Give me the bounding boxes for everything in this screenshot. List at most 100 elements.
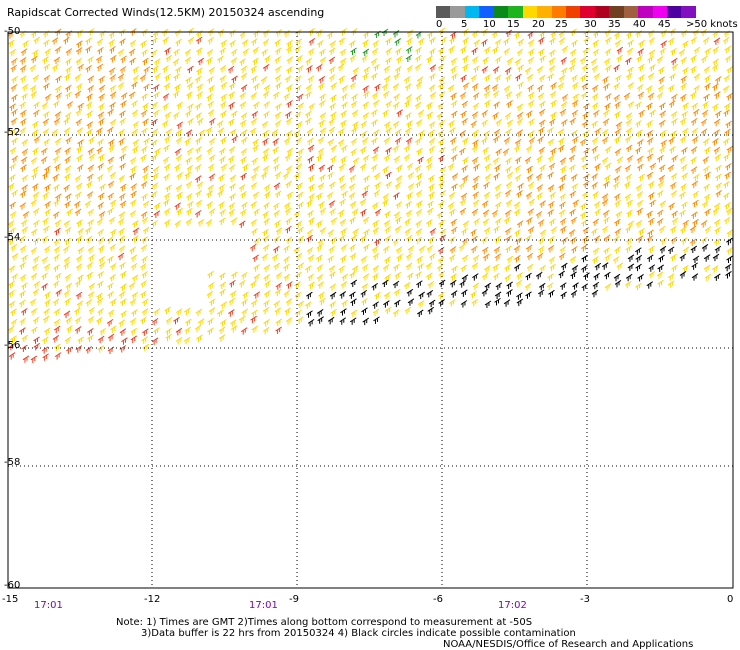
wind-barb xyxy=(383,137,391,145)
wind-barb xyxy=(130,327,138,336)
wind-barb xyxy=(239,220,246,228)
wind-barb xyxy=(627,82,635,90)
wind-barb xyxy=(296,182,303,190)
wind-barb xyxy=(119,193,126,201)
wind-barb xyxy=(339,57,347,66)
wind-barb xyxy=(493,172,500,181)
wind-barb xyxy=(527,84,534,92)
wind-barb xyxy=(297,201,304,210)
wind-barb xyxy=(307,210,314,218)
wind-barb xyxy=(539,229,547,237)
wind-barb xyxy=(484,46,491,55)
wind-barb xyxy=(132,227,140,235)
wind-barb xyxy=(240,327,248,335)
wind-barb xyxy=(63,256,71,264)
lat-label-52: -52 xyxy=(4,127,21,138)
wind-barb xyxy=(305,110,312,119)
wind-barb xyxy=(330,308,337,317)
wind-barb xyxy=(682,66,689,75)
wind-barb xyxy=(506,100,513,108)
wind-barb xyxy=(285,225,292,234)
wind-barb xyxy=(614,148,622,156)
wind-barb xyxy=(30,55,38,64)
wind-barb xyxy=(558,209,566,217)
wind-barb xyxy=(328,126,336,135)
wind-barb xyxy=(176,128,183,137)
wind-barb xyxy=(173,73,180,81)
wind-barb xyxy=(538,236,545,245)
wind-barb xyxy=(461,227,468,236)
wind-barb xyxy=(75,108,83,117)
wind-barb xyxy=(437,129,445,138)
wind-barb xyxy=(646,102,653,110)
wind-barb xyxy=(186,207,193,216)
wind-barb xyxy=(637,273,644,282)
wind-barb xyxy=(329,283,337,291)
time-label-2: 17:01 xyxy=(249,600,278,611)
wind-barb xyxy=(173,90,180,99)
wind-barb xyxy=(549,118,556,126)
wind-barb xyxy=(19,290,26,298)
wind-barb xyxy=(99,327,107,336)
wind-barb xyxy=(261,48,268,57)
wind-barb xyxy=(305,91,312,99)
wind-barb xyxy=(196,67,203,75)
wind-barb xyxy=(141,308,149,316)
wind-barb xyxy=(373,316,380,324)
wind-barb xyxy=(658,164,666,172)
wind-barb xyxy=(671,63,679,72)
wind-barb xyxy=(571,74,578,83)
wind-barb xyxy=(262,235,270,243)
wind-barb xyxy=(8,280,15,289)
wind-barb xyxy=(591,137,599,145)
wind-barb xyxy=(704,146,711,155)
wind-barb xyxy=(560,282,567,290)
wind-barb xyxy=(151,154,158,162)
wind-barb xyxy=(495,217,502,226)
wind-barb xyxy=(195,146,202,154)
wind-barb xyxy=(330,82,338,90)
wind-barb xyxy=(692,190,699,199)
wind-barb xyxy=(525,244,533,253)
wind-barb xyxy=(44,183,51,192)
wind-barb xyxy=(285,236,293,244)
wind-barb xyxy=(414,63,422,72)
scale-label-20: 20 xyxy=(532,19,545,30)
wind-barb xyxy=(461,237,469,246)
wind-barb xyxy=(385,171,392,180)
wind-barb xyxy=(352,228,360,236)
wind-barb xyxy=(207,270,214,279)
wind-barb xyxy=(648,192,655,200)
wind-barb xyxy=(229,128,237,137)
wind-barb xyxy=(151,139,158,147)
wind-barb xyxy=(294,111,302,119)
wind-barb xyxy=(539,164,547,172)
wind-barb xyxy=(470,74,478,83)
wind-barb xyxy=(517,81,524,90)
wind-barb xyxy=(429,73,436,81)
wind-barb xyxy=(561,45,569,54)
wind-barb xyxy=(273,182,281,190)
wind-barb xyxy=(20,190,27,198)
wind-barb xyxy=(76,40,83,48)
wind-barb xyxy=(538,48,545,56)
wind-barb xyxy=(327,316,335,325)
wind-barb xyxy=(594,208,602,217)
wind-barb xyxy=(55,272,62,281)
wind-barb xyxy=(219,75,227,83)
wind-barb xyxy=(107,108,114,117)
wind-barb xyxy=(141,216,149,225)
wind-barb xyxy=(646,153,654,162)
wind-barb xyxy=(53,318,61,327)
wind-barb xyxy=(690,91,697,99)
wind-barb xyxy=(549,263,556,272)
wind-barb xyxy=(282,172,290,180)
wind-barb xyxy=(581,82,589,91)
wind-barb xyxy=(438,291,445,300)
wind-barb xyxy=(395,66,402,74)
wind-barb xyxy=(274,307,282,315)
wind-barb xyxy=(65,48,73,56)
wind-barb xyxy=(504,274,512,282)
wind-barb xyxy=(330,155,337,163)
wind-barb xyxy=(451,100,458,108)
